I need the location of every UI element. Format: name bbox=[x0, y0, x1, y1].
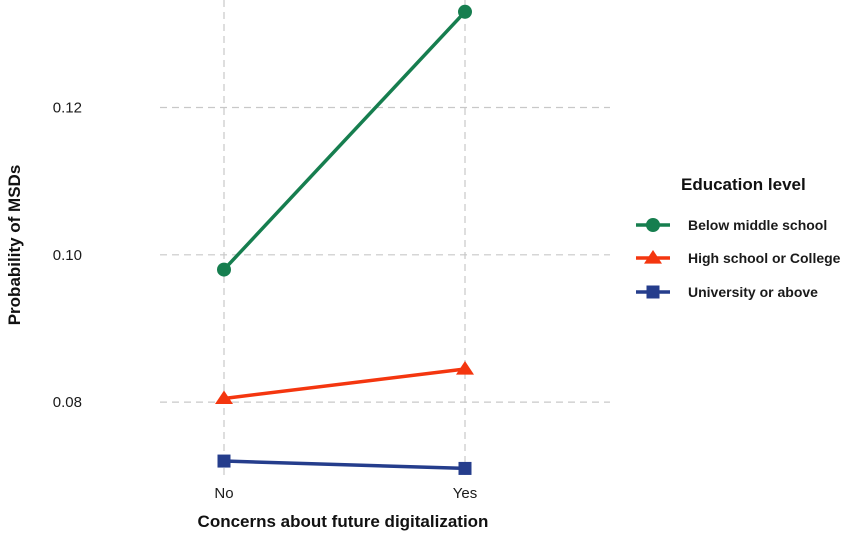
x-axis-title: Concerns about future digitalization bbox=[198, 512, 489, 531]
data-point-1-0 bbox=[215, 390, 233, 405]
x-tick-label-1: Yes bbox=[453, 485, 477, 502]
y-tick-label-0: 0.08 bbox=[53, 394, 82, 411]
legend-label-0: Below middle school bbox=[688, 217, 827, 233]
y-tick-label-1: 0.10 bbox=[53, 247, 82, 264]
y-tick-label-2: 0.12 bbox=[53, 100, 82, 117]
y-axis-ticks: 0.08 0.10 0.12 bbox=[53, 100, 82, 412]
series-2 bbox=[217, 454, 472, 475]
series-line-0 bbox=[222, 10, 467, 271]
legend-item-1: High school or College bbox=[636, 250, 841, 266]
legend: Education level Below middle school High … bbox=[636, 175, 841, 300]
legend-label-1: High school or College bbox=[688, 250, 841, 266]
legend-key-marker-1 bbox=[644, 250, 662, 264]
data-point-2-0 bbox=[217, 454, 231, 468]
series-layer bbox=[215, 4, 474, 475]
y-axis-title: Probability of MSDs bbox=[5, 165, 24, 326]
series-line-1 bbox=[223, 367, 466, 401]
legend-key-marker-0 bbox=[646, 218, 660, 232]
x-axis-ticks: No Yes bbox=[214, 485, 477, 502]
data-point-0-0 bbox=[217, 262, 231, 277]
legend-key-marker-2 bbox=[646, 285, 660, 299]
grid bbox=[160, 0, 610, 478]
series-1 bbox=[215, 360, 474, 405]
data-point-2-1 bbox=[458, 461, 472, 475]
legend-item-2: University or above bbox=[636, 284, 818, 300]
series-line-2 bbox=[223, 459, 466, 471]
legend-title: Education level bbox=[681, 175, 806, 194]
series-0 bbox=[217, 4, 472, 277]
legend-item-0: Below middle school bbox=[636, 217, 827, 233]
legend-label-2: University or above bbox=[688, 284, 818, 300]
x-tick-label-0: No bbox=[214, 485, 233, 502]
data-point-1-1 bbox=[456, 360, 474, 375]
data-point-0-1 bbox=[458, 4, 472, 19]
